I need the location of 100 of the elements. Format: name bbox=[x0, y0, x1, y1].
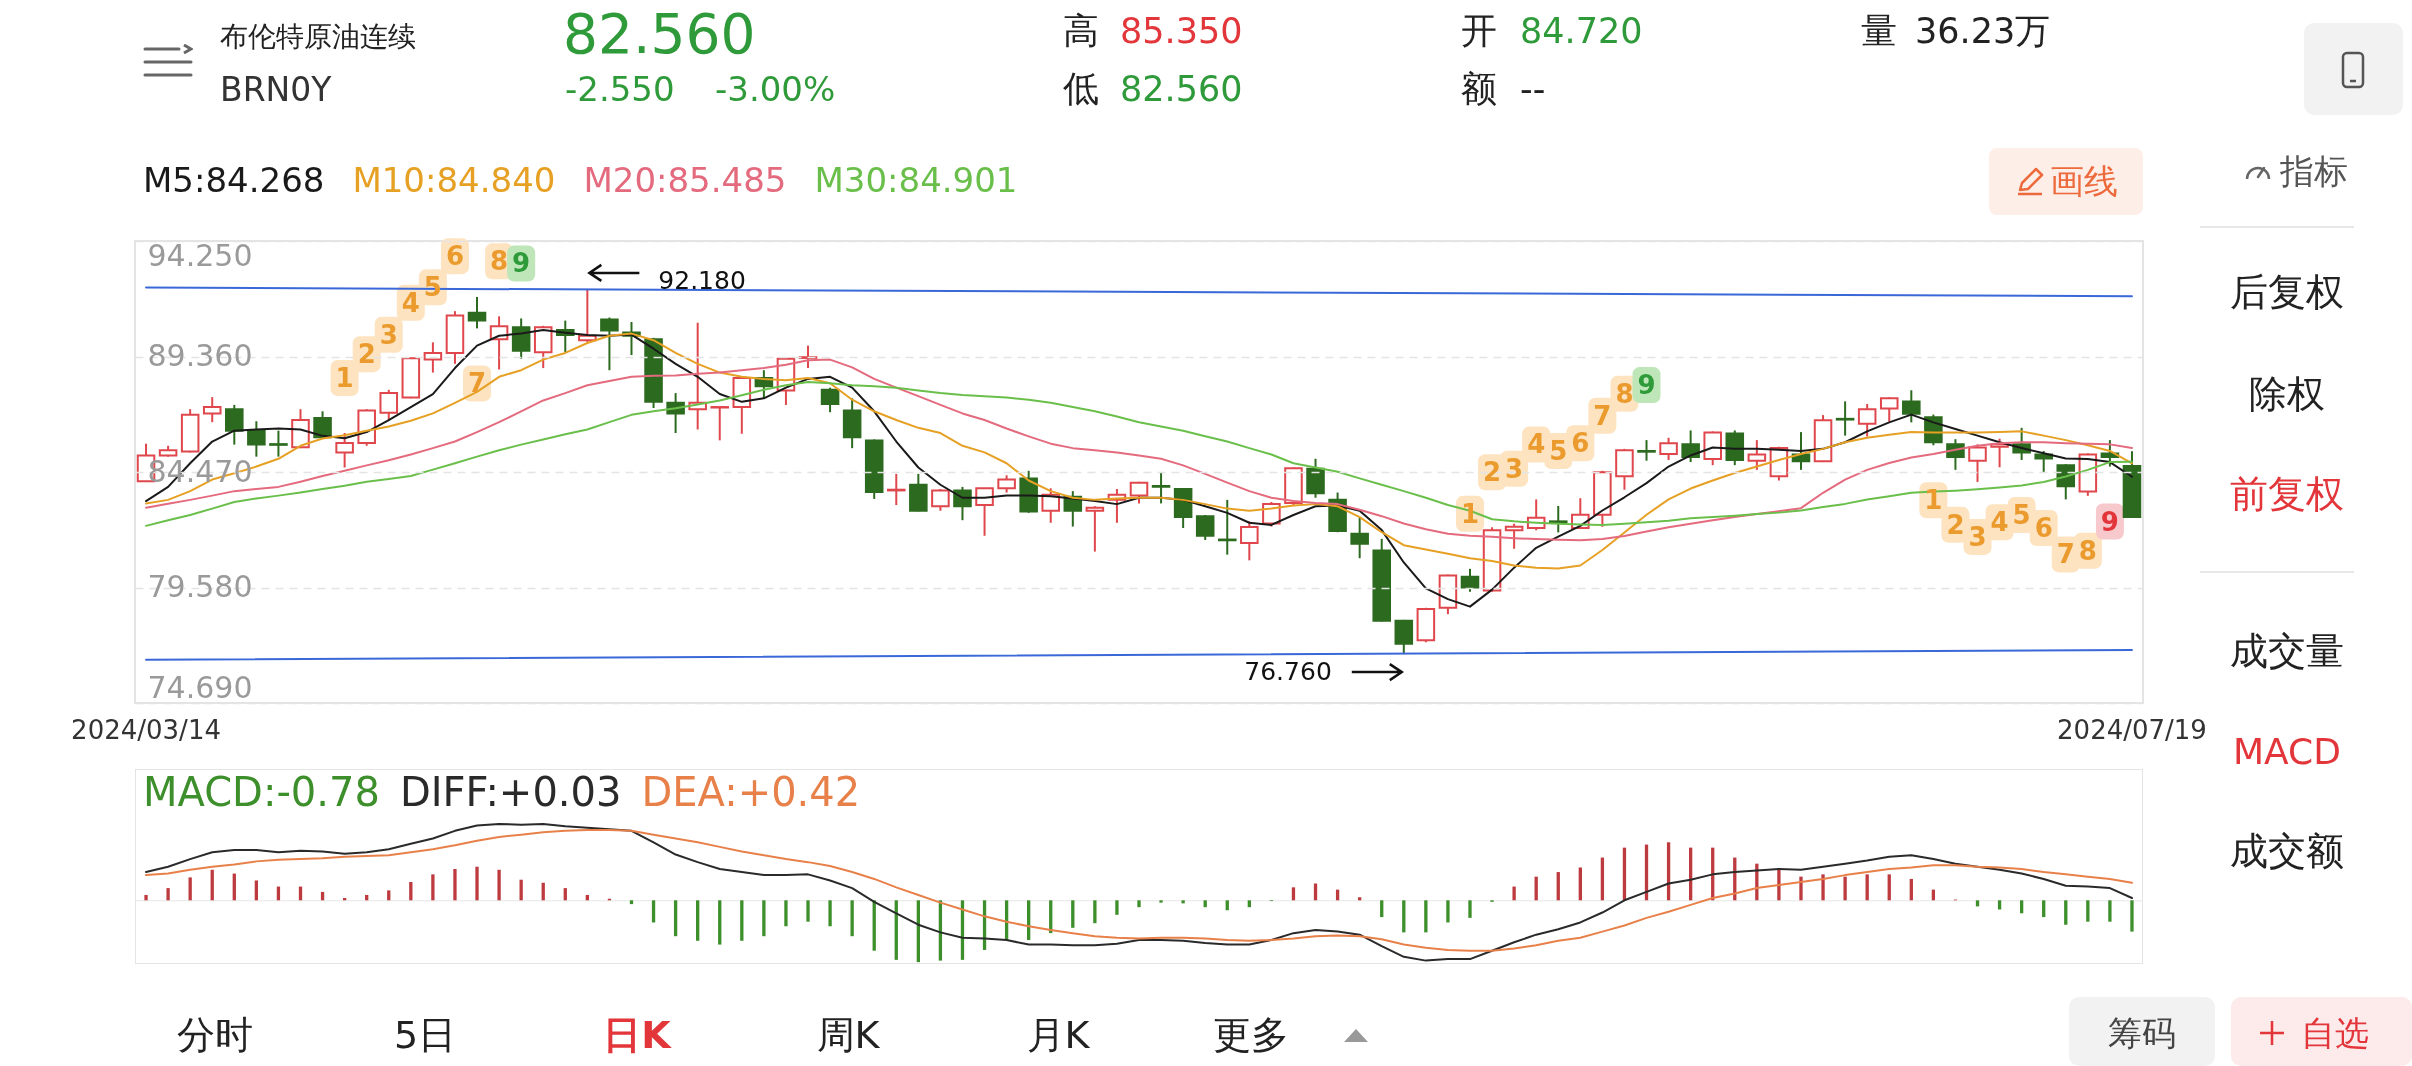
text: 36.23万 bbox=[1915, 10, 2051, 51]
bar bbox=[254, 880, 259, 901]
bar bbox=[519, 879, 523, 901]
text: 85.350 bbox=[1120, 10, 1243, 51]
annotation: 5 bbox=[1549, 436, 1568, 467]
text: 后复权 bbox=[2230, 270, 2344, 314]
bar bbox=[1512, 886, 1516, 901]
series-label: DIFF:+0.03 bbox=[399, 769, 622, 815]
bar bbox=[475, 866, 479, 901]
bar bbox=[1358, 897, 1362, 901]
bar bbox=[431, 874, 435, 901]
bar bbox=[453, 869, 457, 901]
x-tick-label: 2024/07/19 bbox=[2057, 714, 2207, 745]
annotation: 7 bbox=[2056, 539, 2075, 570]
bar bbox=[387, 890, 391, 901]
bar bbox=[2108, 900, 2112, 922]
bar bbox=[166, 888, 170, 901]
bar bbox=[1556, 872, 1560, 901]
text: MACD:-0.78 bbox=[143, 769, 380, 815]
annotation: 92.180 bbox=[658, 265, 746, 295]
text: M5:84.268 bbox=[143, 160, 325, 200]
text: 成交量 bbox=[2230, 629, 2344, 673]
annotation: 4 bbox=[1527, 429, 1546, 460]
x-tick-label: 2024/03/14 bbox=[71, 714, 221, 745]
annotation: 4 bbox=[1990, 507, 2009, 538]
annotation: 9 bbox=[1637, 370, 1656, 401]
bar bbox=[1424, 900, 1428, 933]
annotation: 6 bbox=[1571, 428, 1590, 459]
bar bbox=[1843, 876, 1847, 901]
text: 自选 bbox=[2301, 1013, 2369, 1053]
bar bbox=[1247, 900, 1251, 908]
text: M20:85.485 bbox=[583, 160, 787, 200]
bar bbox=[1402, 900, 1406, 933]
text: 更多 bbox=[1213, 1013, 1289, 1057]
text: 前复权 bbox=[2230, 472, 2344, 516]
chart-title: 布伦特原油连续 bbox=[220, 20, 416, 53]
bar bbox=[2064, 900, 2068, 925]
text: 分时 bbox=[177, 1013, 253, 1057]
annotation: 3 bbox=[379, 319, 398, 350]
text: 82.560 bbox=[1120, 68, 1243, 109]
annotation: 5 bbox=[2012, 499, 2031, 530]
text: -- bbox=[1520, 68, 1546, 109]
annotation: 6 bbox=[445, 241, 464, 272]
bar bbox=[673, 900, 678, 937]
text: -3.00% bbox=[715, 69, 836, 109]
text: M10:84.840 bbox=[352, 160, 556, 200]
chart-subtitle: BRN0Y bbox=[220, 69, 332, 109]
annotation: 6 bbox=[2034, 512, 2053, 543]
annotation: 2 bbox=[357, 339, 376, 370]
bar bbox=[1799, 876, 1803, 901]
text: 画线 bbox=[2050, 161, 2118, 201]
annotation: 2 bbox=[1946, 509, 1965, 540]
bar bbox=[1291, 887, 1296, 901]
bar bbox=[1115, 900, 1119, 915]
bar bbox=[629, 900, 634, 905]
text: 84.720 bbox=[1520, 10, 1643, 51]
bar bbox=[1093, 900, 1097, 924]
bar bbox=[1578, 867, 1582, 901]
text: 除权 bbox=[2249, 372, 2325, 416]
annotation: 3 bbox=[1968, 521, 1987, 552]
bar bbox=[1468, 900, 1472, 918]
y-tick-label: 89.360 bbox=[147, 338, 253, 373]
bar bbox=[2019, 900, 2024, 914]
y-tick-label: 79.580 bbox=[147, 569, 253, 604]
annotation: 4 bbox=[401, 287, 420, 318]
bar bbox=[144, 894, 148, 901]
bar bbox=[696, 900, 700, 941]
bar bbox=[1225, 900, 1229, 911]
y-tick-label: 94.250 bbox=[147, 237, 253, 273]
annotation: 3 bbox=[1505, 453, 1524, 484]
annotation: 8 bbox=[490, 246, 509, 277]
bar bbox=[806, 900, 810, 922]
text: 日K bbox=[603, 1013, 671, 1057]
bar bbox=[1203, 900, 1207, 908]
bar bbox=[1777, 869, 1781, 901]
annotation: 76.760 bbox=[1244, 657, 1332, 687]
text: MACD bbox=[2233, 731, 2341, 772]
bar bbox=[1821, 874, 1825, 901]
annotation: 8 bbox=[2078, 535, 2097, 566]
annotation: 1 bbox=[1924, 485, 1943, 516]
text: 周K bbox=[816, 1013, 880, 1057]
bar bbox=[2130, 900, 2134, 932]
bar bbox=[188, 877, 192, 901]
text: 额 bbox=[1461, 68, 1497, 109]
bar bbox=[1181, 900, 1185, 904]
bar bbox=[651, 900, 656, 923]
bar bbox=[828, 900, 832, 927]
bar bbox=[1446, 900, 1450, 923]
bar bbox=[1865, 874, 1869, 901]
annotation: 9 bbox=[2100, 506, 2119, 537]
text: 月K bbox=[1026, 1013, 1090, 1057]
text: 82.560 bbox=[563, 1, 756, 66]
annotation: 8 bbox=[1615, 378, 1634, 409]
bar bbox=[1997, 900, 2002, 910]
annotation: 2 bbox=[1483, 457, 1502, 488]
text: 5日 bbox=[393, 1013, 457, 1057]
annotation: 9 bbox=[512, 248, 531, 279]
text: -2.550 bbox=[565, 69, 675, 109]
bar bbox=[740, 900, 744, 941]
bar bbox=[563, 888, 567, 901]
